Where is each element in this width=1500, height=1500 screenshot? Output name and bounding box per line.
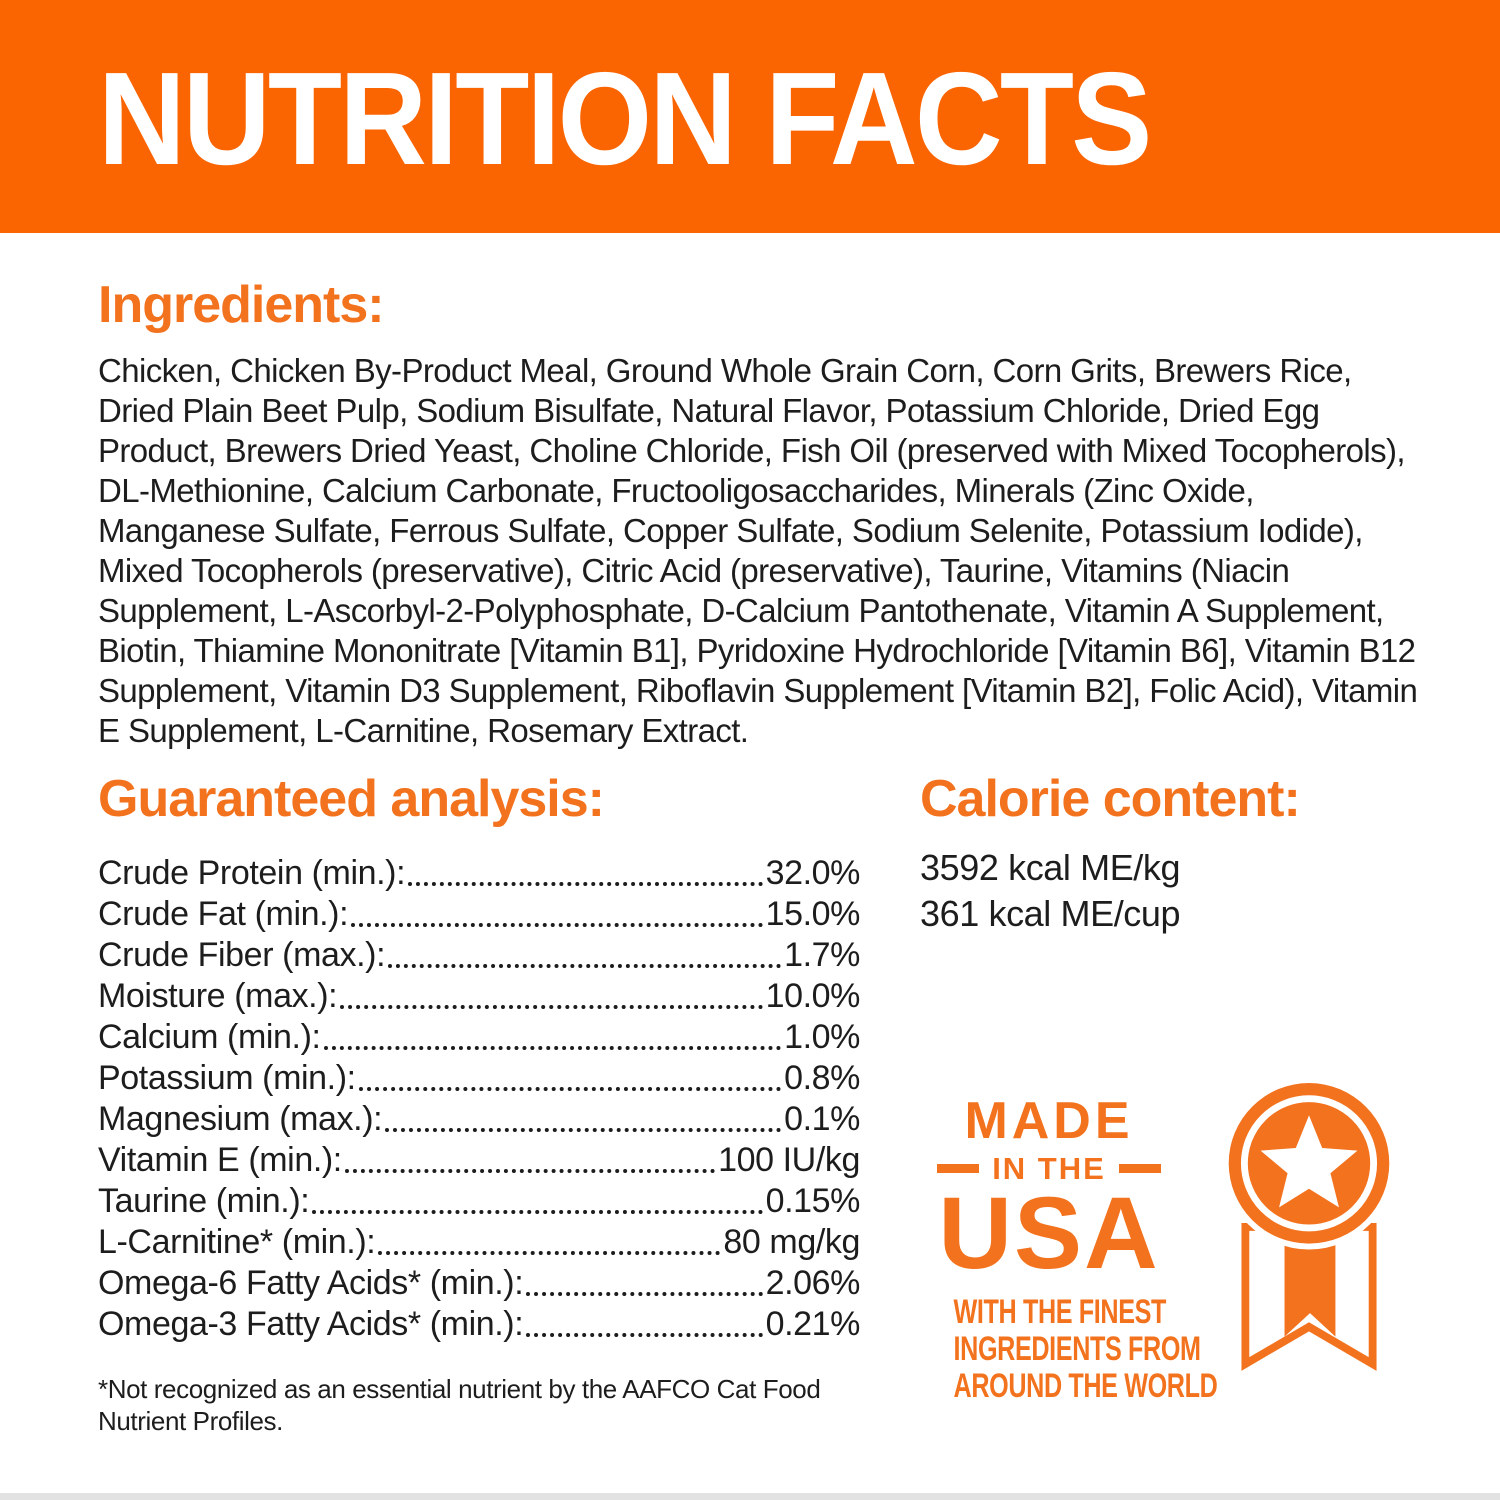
analysis-value: 1.0% <box>784 1018 860 1056</box>
dot-leader <box>526 1333 763 1337</box>
dot-leader <box>344 1169 716 1173</box>
made-in-usa-badge: MADE IN THE USA WITH THE FINEST INGREDIE… <box>920 1077 1402 1405</box>
bottom-edge-strip <box>0 1493 1500 1500</box>
banner: NUTRITION FACTS <box>0 0 1500 233</box>
dot-leader <box>323 1046 782 1050</box>
analysis-label: Taurine (min.): <box>98 1182 310 1220</box>
analysis-label: Crude Fiber (max.): <box>98 936 386 974</box>
analysis-row: Omega-3 Fatty Acids* (min.): 0.21% <box>98 1304 860 1345</box>
guaranteed-analysis-table: Crude Protein (min.): 32.0% Crude Fat (m… <box>98 853 860 1345</box>
analysis-value: 1.7% <box>784 936 860 974</box>
analysis-row: Taurine (min.): 0.15% <box>98 1181 860 1222</box>
analysis-label: Crude Protein (min.): <box>98 854 406 892</box>
dot-leader <box>526 1292 763 1296</box>
analysis-label: Vitamin E (min.): <box>98 1141 342 1179</box>
dot-leader <box>385 1128 782 1132</box>
analysis-row: Crude Protein (min.): 32.0% <box>98 853 860 894</box>
ingredients-heading: Ingredients: <box>98 276 385 334</box>
analysis-label: Potassium (min.): <box>98 1059 356 1097</box>
analysis-value: 80 mg/kg <box>723 1223 860 1261</box>
dot-leader <box>312 1210 763 1214</box>
dot-leader <box>358 1087 782 1091</box>
calorie-content-heading: Calorie content: <box>920 770 1301 828</box>
tagline-line-2: INGREDIENTS FROM <box>953 1330 1201 1368</box>
dot-leader <box>378 1251 721 1255</box>
analysis-row: Vitamin E (min.): 100 IU/kg <box>98 1140 860 1181</box>
left-dash-bar <box>937 1164 980 1173</box>
analysis-value: 32.0% <box>765 854 861 892</box>
ingredients-section: Ingredients: Chicken, Chicken By-Product… <box>98 275 1418 751</box>
made-line: MADE <box>964 1092 1134 1150</box>
analysis-row: L-Carnitine* (min.): 80 mg/kg <box>98 1222 860 1263</box>
ingredients-text: Chicken, Chicken By-Product Meal, Ground… <box>98 352 1418 749</box>
right-dash-bar <box>1118 1164 1161 1173</box>
analysis-label: Omega-3 Fatty Acids* (min.): <box>98 1305 524 1343</box>
analysis-value: 0.21% <box>765 1305 861 1343</box>
guaranteed-analysis-section: Guaranteed analysis: Crude Protein (min.… <box>98 769 860 1437</box>
calorie-lines: 3592 kcal ME/kg 361 kcal ME/cup <box>920 845 1402 937</box>
dot-leader <box>340 1005 763 1009</box>
guaranteed-analysis-heading: Guaranteed analysis: <box>98 770 605 828</box>
aafco-footnote: *Not recognized as an essential nutrient… <box>98 1374 821 1436</box>
analysis-row: Magnesium (max.): 0.1% <box>98 1099 860 1140</box>
analysis-label: Magnesium (max.): <box>98 1100 383 1138</box>
analysis-label: Crude Fat (min.): <box>98 895 349 933</box>
analysis-value: 2.06% <box>765 1264 861 1302</box>
analysis-value: 0.1% <box>784 1100 860 1138</box>
analysis-row: Moisture (max.): 10.0% <box>98 976 860 1017</box>
analysis-value: 0.8% <box>784 1059 860 1097</box>
analysis-row: Calcium (min.): 1.0% <box>98 1017 860 1058</box>
tagline: WITH THE FINEST INGREDIENTS FROM AROUND … <box>920 1293 1218 1405</box>
label-body: Ingredients: Chicken, Chicken By-Product… <box>0 275 1500 1437</box>
analysis-label: Moisture (max.): <box>98 977 338 1015</box>
in-the-label: IN THE <box>992 1151 1106 1186</box>
two-column-area: Guaranteed analysis: Crude Protein (min.… <box>98 769 1402 1437</box>
calorie-content-section: Calorie content: 3592 kcal ME/kg 361 kca… <box>920 769 1402 1437</box>
tagline-line-1: WITH THE FINEST <box>953 1293 1167 1331</box>
analysis-row: Omega-6 Fatty Acids* (min.): 2.06% <box>98 1263 860 1304</box>
analysis-value: 15.0% <box>765 895 861 933</box>
made-in-usa-text: MADE IN THE USA WITH THE FINEST INGREDIE… <box>920 1077 1218 1405</box>
analysis-row: Crude Fat (min.): 15.0% <box>98 894 860 935</box>
dot-leader <box>408 882 763 886</box>
usa-line: USA <box>938 1176 1160 1290</box>
analysis-row: Potassium (min.): 0.8% <box>98 1058 860 1099</box>
analysis-row: Crude Fiber (max.): 1.7% <box>98 935 860 976</box>
analysis-value: 0.15% <box>765 1182 861 1220</box>
star-medal-ribbon-icon <box>1222 1077 1396 1371</box>
page-title: NUTRITION FACTS <box>98 44 1152 192</box>
dot-leader <box>388 964 782 968</box>
in-the-line: IN THE <box>920 1153 1178 1184</box>
analysis-label: Omega-6 Fatty Acids* (min.): <box>98 1264 524 1302</box>
analysis-label: L-Carnitine* (min.): <box>98 1223 376 1261</box>
analysis-value: 10.0% <box>765 977 861 1015</box>
dot-leader <box>351 923 763 927</box>
calorie-line-kg: 3592 kcal ME/kg <box>920 847 1181 888</box>
calorie-line-cup: 361 kcal ME/cup <box>920 893 1181 934</box>
analysis-label: Calcium (min.): <box>98 1018 321 1056</box>
analysis-value: 100 IU/kg <box>718 1141 860 1179</box>
tagline-line-3: AROUND THE WORLD <box>953 1367 1218 1405</box>
